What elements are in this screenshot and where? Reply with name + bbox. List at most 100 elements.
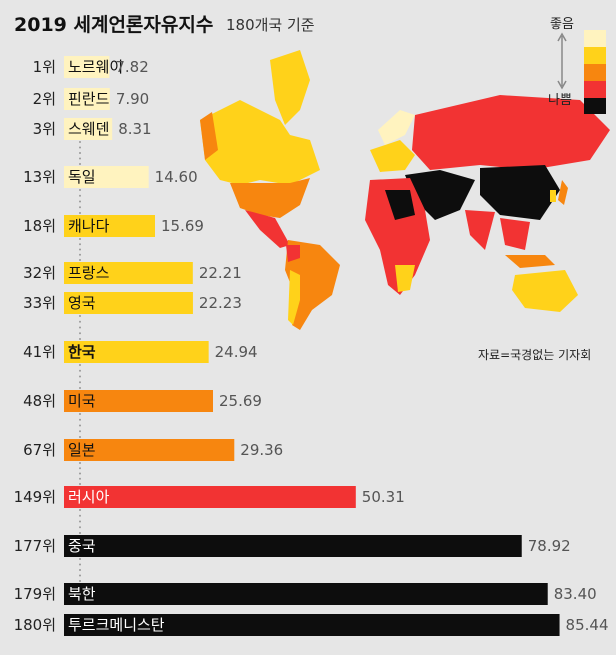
map-southeast-asia [500, 218, 530, 250]
rank-label: 33위 [23, 294, 56, 312]
map-chile [288, 270, 300, 325]
rank-gap-dots [79, 141, 81, 582]
bar [64, 486, 356, 508]
bar-category-label: 핀란드 [68, 90, 110, 108]
bar [64, 390, 214, 412]
bar [64, 583, 548, 605]
gap-dot [79, 326, 81, 329]
chart-subtitle: 180개국 기준 [226, 16, 315, 34]
gap-dot [79, 243, 81, 246]
bar-value-label: 8.31 [118, 120, 151, 138]
bar-category-label: 스웨덴 [68, 120, 109, 138]
gap-dot [79, 580, 81, 582]
bar [64, 614, 560, 636]
bar-category-label: 한국 [68, 343, 96, 361]
gap-dot [79, 569, 81, 571]
bar-value-label: 14.60 [155, 168, 198, 186]
bar [64, 262, 193, 284]
gap-dot [79, 194, 81, 197]
bar [64, 439, 235, 461]
legend-swatches [584, 30, 606, 114]
bar-category-label: 노르웨이 [68, 58, 123, 76]
map-western-europe [370, 140, 415, 172]
map-south-america [285, 240, 340, 330]
rank-label: 177위 [14, 537, 56, 555]
gap-dot [79, 526, 81, 529]
bar [64, 88, 110, 110]
rank-label: 18위 [23, 217, 56, 235]
map-australia [512, 270, 578, 312]
gap-dot [79, 332, 81, 335]
gap-dot [79, 436, 81, 438]
rank-label: 149위 [14, 488, 56, 506]
map-russia [412, 95, 610, 170]
world-map [200, 50, 610, 330]
gap-dot [79, 520, 81, 523]
map-southern-africa [395, 265, 415, 292]
bar-value-label: 15.69 [161, 217, 204, 235]
gap-dot [79, 574, 81, 577]
map-venezuela [286, 245, 300, 262]
gap-dot [79, 424, 81, 427]
bar-category-label: 미국 [68, 392, 96, 410]
legend-arrow-down-icon [557, 80, 567, 90]
gap-dot [79, 472, 81, 475]
gap-dot [79, 157, 81, 160]
map-usa [230, 178, 310, 218]
legend: 좋음 나쁨 [548, 17, 606, 114]
bar-value-label: 22.23 [199, 294, 242, 312]
source-note: 자료=국경없는 기자회 [478, 348, 592, 362]
rank-label: 179위 [14, 585, 56, 603]
legend-bad-label: 나쁨 [548, 93, 572, 108]
bar-category-label: 영국 [68, 294, 96, 312]
gap-dot [79, 141, 81, 143]
gap-dot [79, 387, 81, 389]
bar-value-label: 22.21 [199, 264, 242, 282]
map-korea [550, 190, 556, 202]
gap-dot [79, 163, 81, 165]
bar [64, 341, 209, 363]
gap-dot [79, 375, 81, 378]
bar-value-label: 7.90 [116, 90, 149, 108]
gap-dot [79, 248, 81, 251]
bar-category-label: 독일 [68, 168, 96, 186]
map-mexico [245, 210, 290, 248]
bar-value-label: 24.94 [215, 343, 258, 361]
gap-dot [79, 212, 81, 214]
gap-dot [79, 418, 81, 421]
gap-dot [79, 532, 81, 534]
gap-dot [79, 259, 81, 261]
gap-dot [79, 563, 81, 566]
gap-dot [79, 558, 81, 560]
map-china [480, 165, 560, 220]
rank-label: 2위 [33, 90, 56, 108]
rank-label: 13위 [23, 168, 56, 186]
legend-arrow-up-icon [557, 32, 567, 42]
map-scandinavia [378, 110, 415, 145]
gap-dot [79, 477, 81, 480]
gap-dot [79, 253, 81, 256]
legend-swatch [584, 98, 606, 114]
gap-dot [79, 369, 81, 372]
gap-dot [79, 320, 81, 323]
map-japan [558, 180, 568, 205]
gap-dot [79, 200, 81, 203]
gap-dot [79, 381, 81, 384]
bar-category-label: 중국 [68, 537, 96, 555]
rank-label: 1위 [33, 58, 56, 76]
gap-dot [79, 514, 81, 517]
bar-category-label: 캐나다 [68, 217, 110, 235]
bar-value-label: 78.92 [528, 537, 571, 555]
bar [64, 56, 110, 78]
bar-value-label: 29.36 [240, 441, 283, 459]
bar-category-label: 북한 [68, 585, 96, 603]
legend-swatch [584, 81, 606, 98]
bar-value-label: 7.82 [115, 58, 148, 76]
bar-category-label: 프랑스 [68, 264, 110, 282]
bar-value-label: 83.40 [554, 585, 597, 603]
gap-dot [79, 238, 81, 240]
map-indonesia [505, 255, 555, 268]
gap-dot [79, 206, 81, 209]
gap-dot [79, 509, 81, 511]
